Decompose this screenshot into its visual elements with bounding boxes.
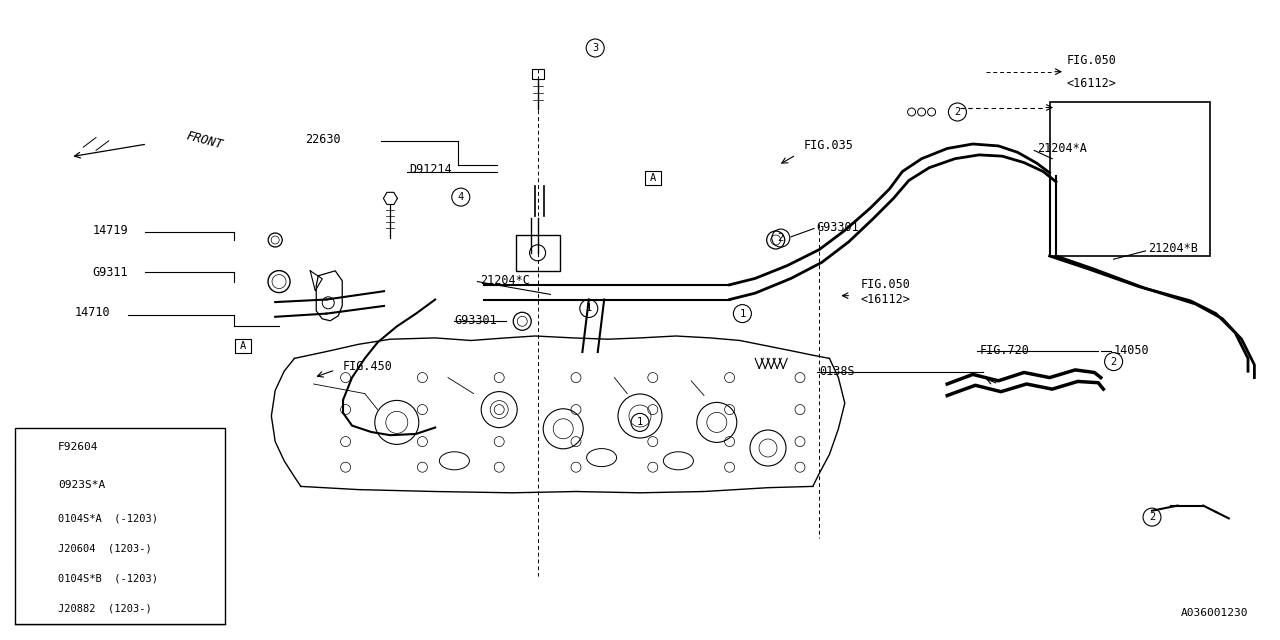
Text: J20882  (1203-): J20882 (1203-) [58, 604, 164, 614]
Bar [531, 68, 544, 79]
Text: 14050: 14050 [1114, 344, 1149, 357]
Text: 3: 3 [31, 529, 37, 538]
Text: G93301: G93301 [454, 314, 497, 326]
Text: G93301: G93301 [817, 221, 859, 234]
Text: 0923S*A: 0923S*A [58, 479, 105, 490]
Text: 0104S*A  (-1203): 0104S*A (-1203) [58, 513, 157, 524]
Text: <16112>: <16112> [860, 293, 910, 306]
Bar [516, 235, 559, 271]
Text: F92604: F92604 [58, 442, 99, 452]
Text: 2: 2 [1111, 356, 1116, 367]
Text: J20604  (1203-): J20604 (1203-) [58, 543, 152, 554]
Text: 1: 1 [637, 417, 643, 428]
Text: A: A [650, 173, 655, 183]
Text: 14719: 14719 [92, 224, 128, 237]
Bar [15, 428, 225, 623]
Text: <16112>: <16112> [1066, 77, 1116, 90]
Text: 4: 4 [31, 589, 37, 598]
Text: FIG.035: FIG.035 [804, 140, 854, 152]
Text: 21204*A: 21204*A [1037, 142, 1087, 155]
Text: 14710: 14710 [74, 306, 110, 319]
Text: 2: 2 [778, 233, 783, 243]
Text: 2: 2 [1149, 512, 1155, 522]
Text: A: A [241, 340, 246, 351]
Text: 22630: 22630 [305, 133, 340, 146]
Text: 2: 2 [955, 107, 960, 117]
Text: 21204*B: 21204*B [1148, 242, 1198, 255]
Text: A036001230: A036001230 [1180, 608, 1248, 618]
Text: 1: 1 [31, 442, 37, 452]
Text: 2: 2 [31, 479, 37, 490]
Text: FIG.050: FIG.050 [1066, 54, 1116, 67]
Text: FRONT: FRONT [186, 130, 224, 152]
Text: FIG.050: FIG.050 [860, 278, 910, 291]
Text: FIG.720: FIG.720 [979, 344, 1029, 357]
Text: 0104S*B  (-1203): 0104S*B (-1203) [58, 573, 157, 584]
Text: D91214: D91214 [410, 163, 452, 176]
Text: 1: 1 [740, 308, 745, 319]
Bar [645, 171, 660, 185]
Text: FIG.450: FIG.450 [343, 360, 393, 372]
Text: 0138S: 0138S [819, 365, 855, 378]
Text: 3: 3 [593, 43, 598, 53]
Text: 4: 4 [458, 192, 463, 202]
Text: 21204*C: 21204*C [480, 274, 530, 287]
Text: 1: 1 [586, 303, 591, 314]
Text: G9311: G9311 [92, 266, 128, 278]
Bar [236, 339, 251, 353]
Bar [1050, 102, 1210, 256]
